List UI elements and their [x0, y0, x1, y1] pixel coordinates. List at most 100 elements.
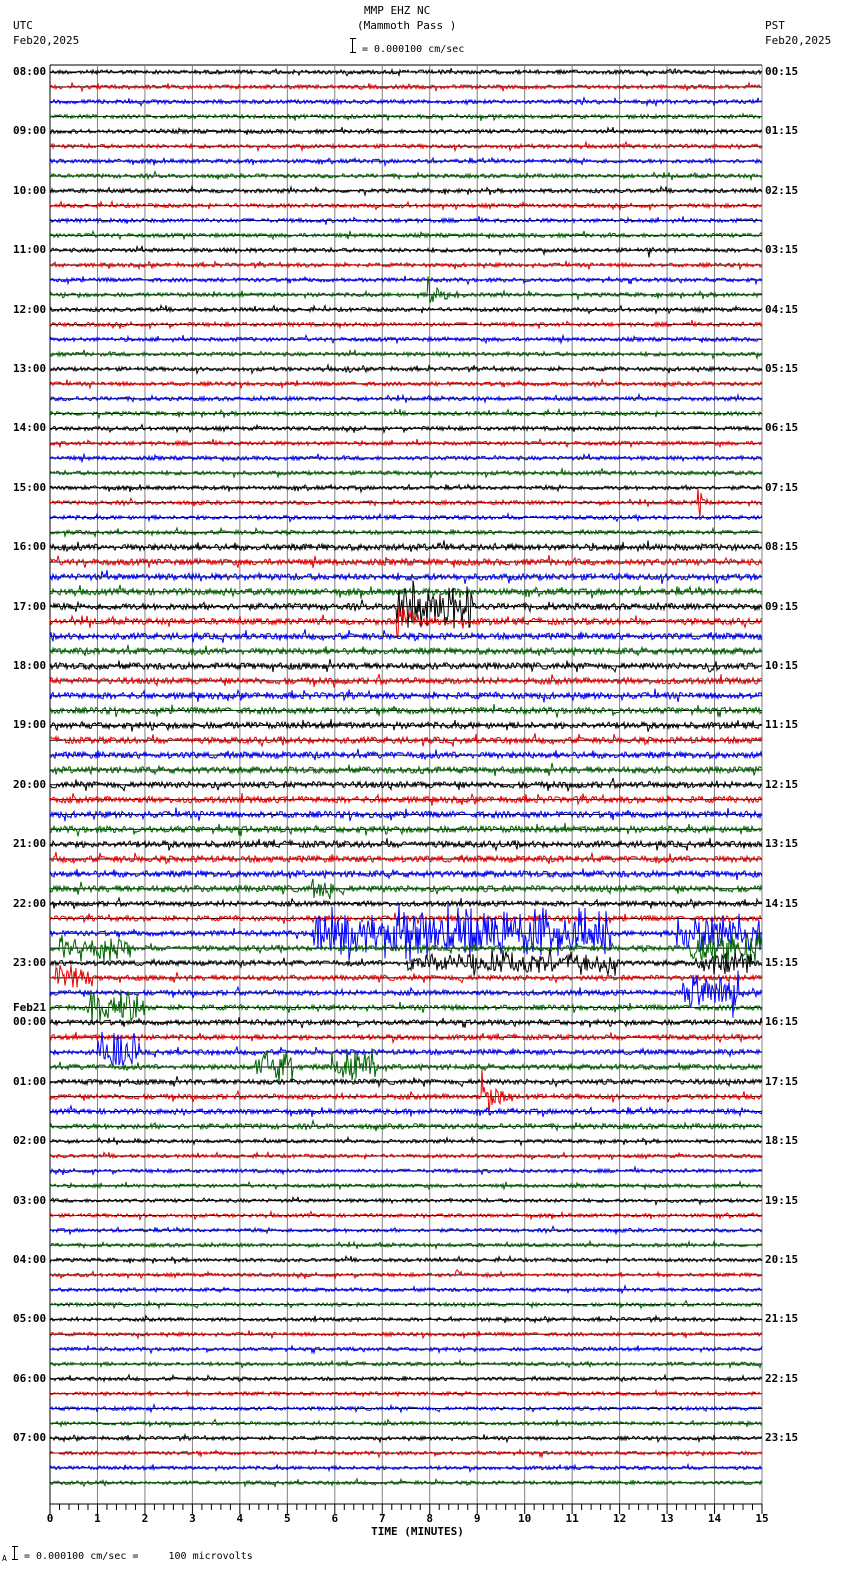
footer-prefix: A [2, 1554, 7, 1563]
pst-hour-label: 11:15 [765, 718, 799, 732]
trace-line-87 [49, 1358, 763, 1370]
trace-line-78 [49, 1225, 763, 1236]
pst-hour-label: 19:15 [765, 1193, 799, 1207]
trace-line-65 [49, 1031, 763, 1045]
trace-line-32 [49, 540, 763, 553]
x-tick-label: 12 [612, 1512, 627, 1525]
trace-line-33 [49, 555, 763, 568]
trace-line-73 [49, 1150, 763, 1161]
trace-line-50 [49, 807, 763, 822]
trace-line-42 [49, 688, 763, 703]
trace-line-93 [49, 1448, 763, 1459]
trace-line-38 [49, 629, 763, 643]
trace-line-41 [49, 673, 763, 688]
trace-line-92 [49, 1432, 762, 1444]
utc-hour-label: 23:00 [13, 956, 47, 969]
station-title: MMP EHZ NC [364, 4, 431, 17]
left-date: Feb20,2025 [13, 34, 80, 47]
trace-line-8 [49, 184, 763, 197]
left-timezone: UTC [13, 19, 33, 32]
trace-line-37 [49, 605, 763, 638]
trace-line-18 [49, 333, 763, 345]
pst-hour-label: 13:15 [765, 837, 799, 851]
pst-hour-label: 17:15 [765, 1074, 799, 1088]
trace-line-49 [49, 792, 763, 806]
utc-hour-label: 01:00 [13, 1074, 47, 1088]
right-timezone: PST [765, 19, 785, 32]
trace-line-83 [49, 1299, 763, 1310]
trace-line-3 [49, 112, 763, 122]
trace-line-53 [49, 851, 763, 865]
pst-hour-label: 14:15 [765, 896, 799, 910]
trace-line-13 [49, 260, 763, 271]
x-tick-label: 3 [189, 1512, 196, 1525]
trace-line-44 [49, 718, 763, 732]
trace-line-82 [49, 1284, 763, 1295]
utc-hour-label: 18:00 [13, 659, 47, 672]
utc-hour-label: 20:00 [13, 777, 47, 791]
trace-line-59 [49, 932, 763, 966]
trace-line-15 [49, 276, 763, 304]
x-tick-label: 4 [236, 1512, 244, 1525]
pst-hour-label: 09:15 [765, 599, 799, 613]
pst-hour-label: 22:15 [765, 1371, 799, 1385]
trace-line-90 [49, 1402, 763, 1414]
trace-line-11 [49, 229, 763, 241]
trace-line-40 [49, 659, 763, 674]
utc-hour-label: 16:00 [13, 540, 47, 554]
trace-line-16 [49, 303, 763, 315]
trace-line-79 [50, 1239, 763, 1250]
trace-line-23 [49, 407, 763, 420]
trace-line-61 [49, 964, 763, 988]
utc-hour-label: 19:00 [13, 718, 47, 732]
trace-line-14 [49, 275, 763, 286]
trace-line-81 [49, 1268, 763, 1281]
x-tick-label: 7 [378, 1512, 386, 1525]
trace-line-55 [49, 878, 763, 900]
trace-line-51 [49, 822, 763, 837]
trace-line-36 [49, 580, 763, 629]
trace-line-63 [49, 989, 763, 1025]
right-date: Feb20,2025 [765, 34, 832, 47]
pst-hour-label: 04:15 [765, 302, 799, 316]
utc-hour-label: 17:00 [13, 599, 47, 613]
trace-line-7 [49, 170, 763, 182]
trace-line-30 [49, 511, 763, 524]
utc-hour-label: 15:00 [13, 480, 47, 494]
trace-line-29 [49, 488, 763, 517]
trace-line-4 [49, 126, 763, 136]
trace-line-19 [49, 348, 763, 361]
pst-hour-label: 01:15 [765, 124, 799, 138]
trace-line-27 [49, 466, 763, 480]
utc-hour-label: 14:00 [13, 421, 47, 435]
pst-hour-label: 07:15 [765, 480, 799, 494]
utc-hour-label: 07:00 [13, 1431, 47, 1445]
trace-line-2 [49, 96, 763, 108]
trace-line-60 [50, 948, 763, 976]
utc-hour-label: 12:00 [13, 302, 47, 316]
pst-hour-label: 12:15 [765, 777, 799, 791]
pst-hour-label: 15:15 [765, 956, 799, 969]
station-location: (Mammoth Pass ) [357, 19, 457, 32]
trace-line-57 [49, 912, 763, 925]
utc-hour-label: 05:00 [13, 1312, 47, 1326]
x-tick-label: 8 [426, 1512, 434, 1525]
trace-line-9 [49, 199, 763, 212]
trace-line-72 [49, 1135, 763, 1147]
header-scale-text: = 0.000100 cm/sec [362, 44, 465, 55]
trace-line-77 [49, 1209, 763, 1222]
trace-line-84 [49, 1314, 763, 1325]
x-tick-label: 13 [660, 1512, 674, 1525]
utc-hour-label: 10:00 [13, 183, 47, 197]
utc-hour-label: 13:00 [13, 362, 47, 375]
trace-line-74 [49, 1165, 763, 1177]
pst-hour-label: 08:15 [765, 540, 799, 554]
trace-line-22 [50, 392, 763, 405]
x-axis-label: TIME (MINUTES) [371, 1525, 464, 1538]
trace-line-85 [49, 1330, 763, 1340]
trace-line-43 [49, 704, 763, 718]
trace-line-21 [49, 377, 763, 390]
x-tick-label: 10 [518, 1512, 532, 1525]
utc-hour-label: 03:00 [13, 1193, 47, 1207]
